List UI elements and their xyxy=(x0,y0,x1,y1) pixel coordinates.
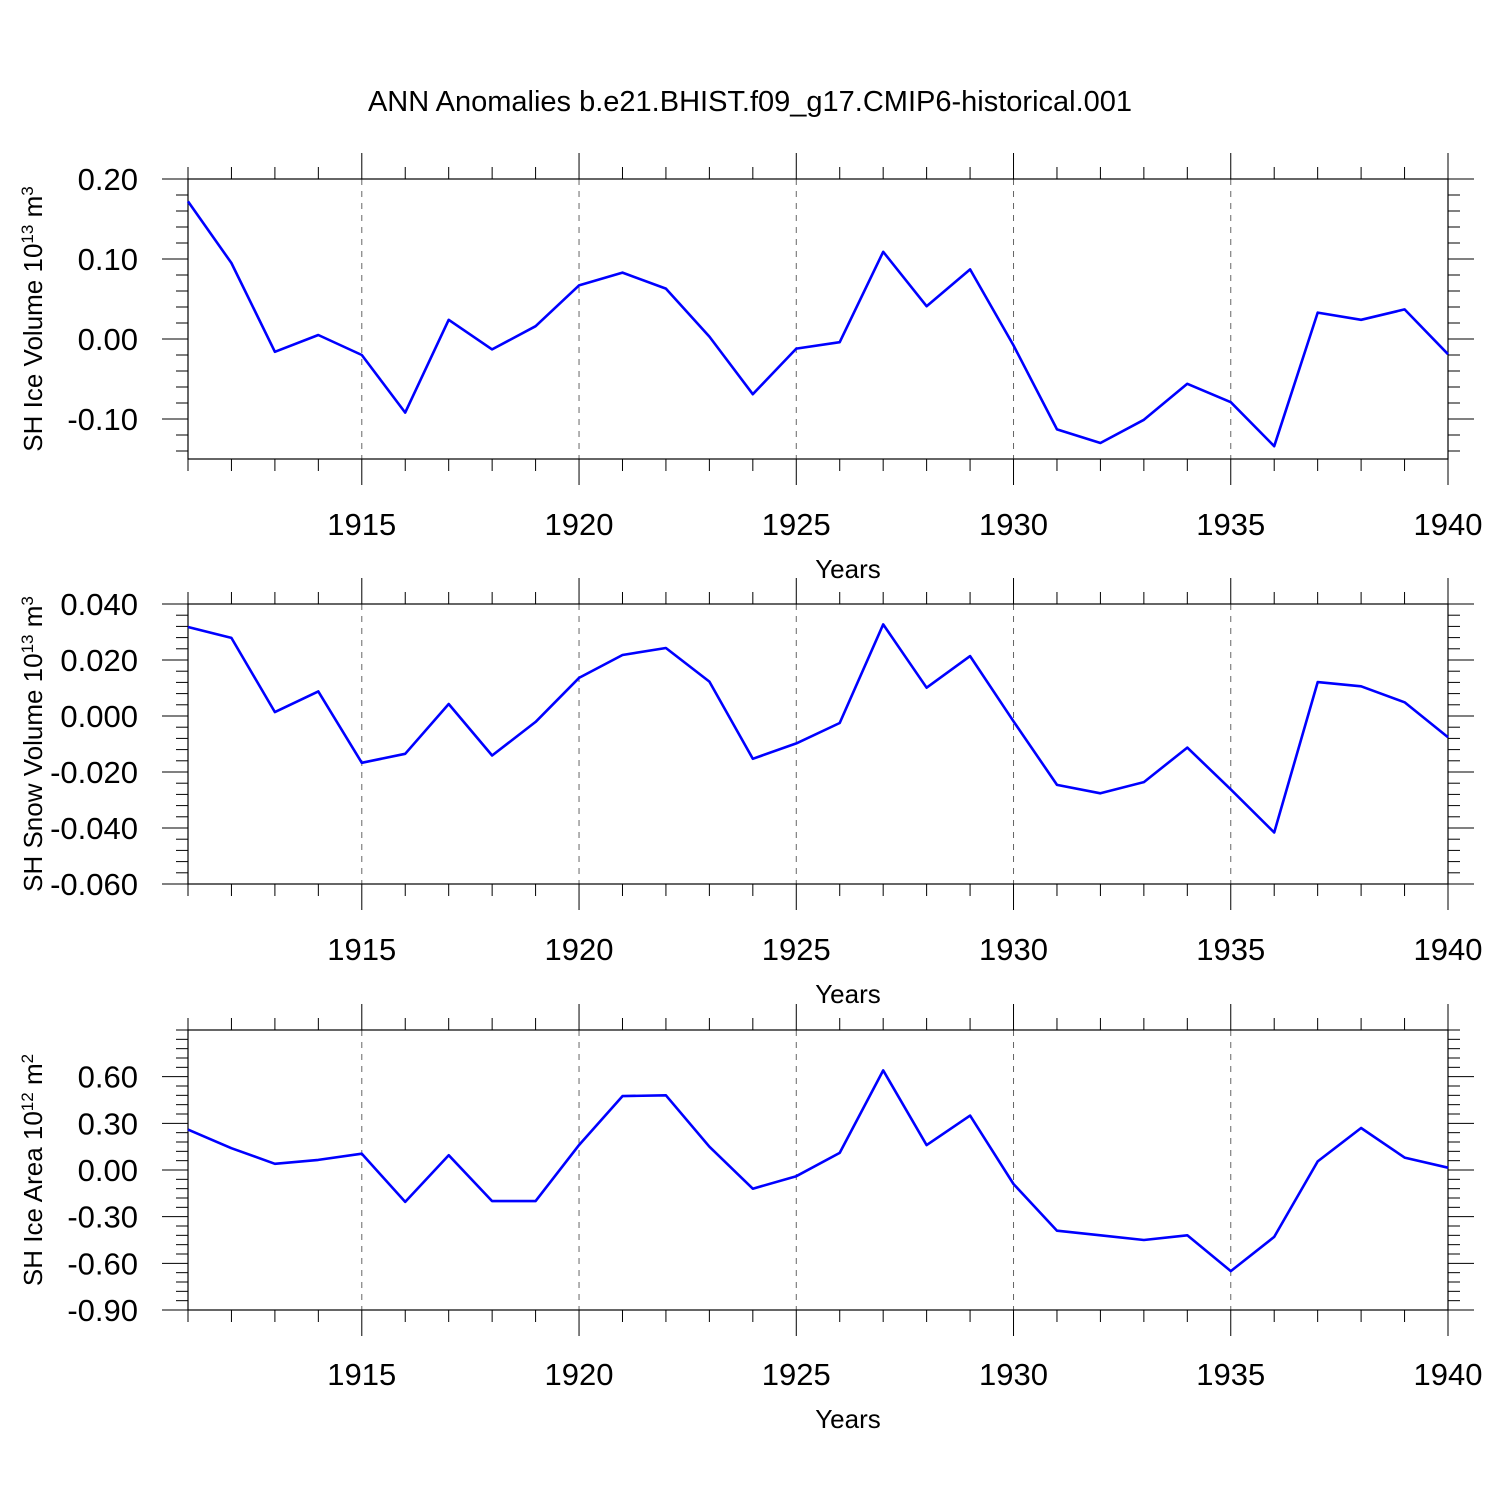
y-tick-label: 0.60 xyxy=(78,1060,138,1095)
series-line xyxy=(186,200,1449,448)
y-axis-label-text: SH Ice Area 10 xyxy=(18,1111,48,1286)
x-tick-label: 1935 xyxy=(1196,507,1265,542)
y-axis-label-text: SH Ice Volume 10 xyxy=(18,244,48,452)
plot-frame xyxy=(187,603,1449,885)
x-axis-label: Years xyxy=(815,1404,881,1434)
y-tick-label: -0.60 xyxy=(67,1246,138,1281)
y-tick-label: -0.10 xyxy=(67,402,138,437)
x-tick-label: 1925 xyxy=(762,1357,831,1392)
x-axis-label: Years xyxy=(815,979,881,1009)
y-axis-label-unit: m xyxy=(18,1063,48,1092)
chart-title: ANN Anomalies b.e21.BHIST.f09_g17.CMIP6-… xyxy=(367,86,1133,118)
y-axis-label: SH Snow Volume 1013 m3 xyxy=(18,596,48,892)
x-tick-label: 1930 xyxy=(979,507,1048,542)
x-tick-label: 1940 xyxy=(1414,1357,1483,1392)
x-tick-label: 1920 xyxy=(545,1357,614,1392)
plot-frame xyxy=(187,178,1449,460)
x-tick-label: 1940 xyxy=(1414,932,1483,967)
y-axis-label-exponent: 13 xyxy=(18,225,37,244)
x-tick-label: 1935 xyxy=(1196,1357,1265,1392)
y-tick-label: -0.020 xyxy=(50,755,138,790)
y-axis-label-unit: m xyxy=(18,606,48,635)
x-tick-label: 1930 xyxy=(979,932,1048,967)
y-axis-label-unit: m xyxy=(18,196,48,225)
x-tick-label: 1925 xyxy=(762,507,831,542)
y-axis-label-unit-exponent: 3 xyxy=(18,596,37,605)
y-tick-label: 0.020 xyxy=(60,643,138,678)
y-tick-label: -0.060 xyxy=(50,867,138,902)
x-tick-label: 1915 xyxy=(327,932,396,967)
y-axis-label-unit-exponent: 2 xyxy=(18,1054,37,1063)
y-tick-label: 0.20 xyxy=(78,162,138,197)
x-tick-label: 1920 xyxy=(545,507,614,542)
x-tick-label: 1915 xyxy=(327,507,396,542)
y-axis-label: SH Ice Area 1012 m2 xyxy=(18,1054,48,1286)
x-tick-label: 1920 xyxy=(545,932,614,967)
y-tick-label: 0.00 xyxy=(78,322,138,357)
x-tick-label: 1935 xyxy=(1196,932,1265,967)
x-tick-label: 1930 xyxy=(979,1357,1048,1392)
y-tick-label: 0.040 xyxy=(60,587,138,622)
panel-2: -0.060 -0.040 -0.020 0.000 0.020 0.040 1915 192… xyxy=(18,578,1483,1009)
x-axis-label: Years xyxy=(815,554,881,584)
y-axis-label-exponent: 12 xyxy=(18,1092,37,1111)
series-line xyxy=(187,1069,1449,1273)
y-tick-label: 0.000 xyxy=(60,699,138,734)
panel-1: -0.10 0.00 0.10 0.20 1915 1920 1925 1930 1935 194… xyxy=(18,153,1483,584)
y-tick-label: -0.30 xyxy=(67,1200,138,1235)
y-tick-label: 0.30 xyxy=(78,1106,138,1141)
y-tick-label: 0.10 xyxy=(78,242,138,277)
y-tick-label: 0.00 xyxy=(78,1153,138,1188)
y-tick-label: -0.90 xyxy=(67,1293,138,1328)
y-axis-label-exponent: 13 xyxy=(18,634,37,653)
y-tick-label: -0.040 xyxy=(50,811,138,846)
series-line xyxy=(187,623,1449,834)
y-axis-label-text: SH Snow Volume 10 xyxy=(18,653,48,891)
panel-3: -0.90 -0.60 -0.30 0.00 0.30 0.60 1915 1920 1925 1… xyxy=(18,1004,1483,1434)
y-axis-label-unit-exponent: 3 xyxy=(18,186,37,195)
x-tick-label: 1915 xyxy=(327,1357,396,1392)
y-axis-label: SH Ice Volume 1013 m3 xyxy=(18,186,48,451)
x-tick-label: 1940 xyxy=(1414,507,1483,542)
x-tick-label: 1925 xyxy=(762,932,831,967)
